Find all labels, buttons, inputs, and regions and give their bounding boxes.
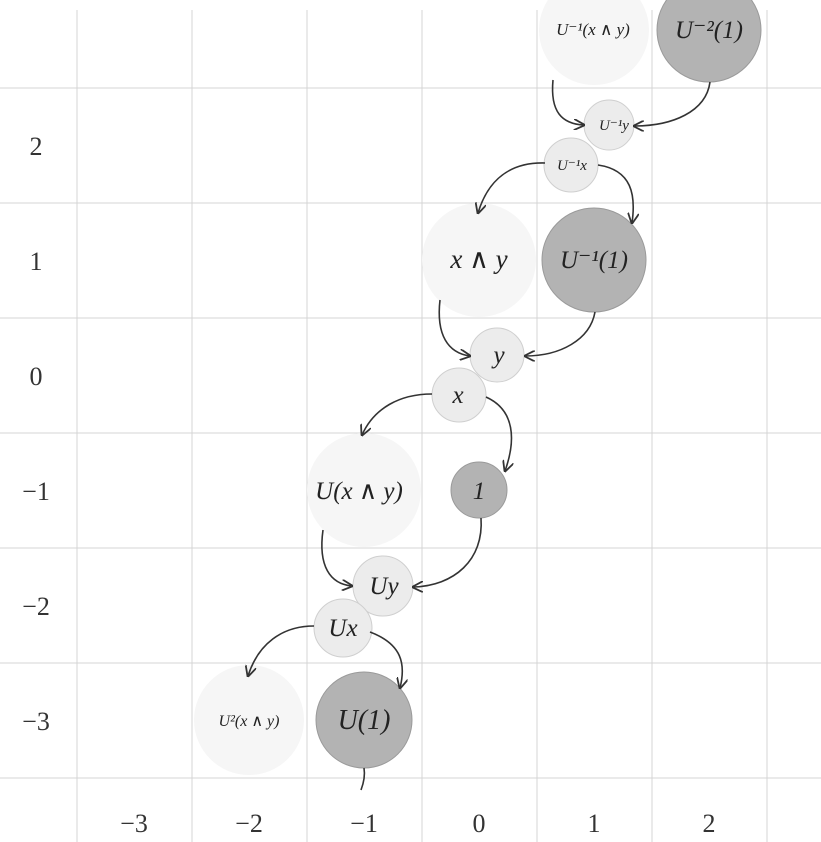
- arrow-u-inv2-1-to-u-inv-y: [634, 81, 711, 126]
- x-axis-label: −2: [235, 809, 263, 838]
- node-x-and-y: [422, 203, 536, 317]
- node-label: Uy: [369, 573, 399, 600]
- x-axis-label: −1: [350, 809, 378, 838]
- x-axis-label: 0: [473, 809, 486, 838]
- node-label: U²(x ∧ y): [219, 713, 280, 730]
- arrow-u-inv-x-to-u-inv-1: [597, 164, 633, 223]
- node-u-inv2-1: [656, 0, 762, 83]
- node-label: U⁻¹(1): [560, 247, 628, 274]
- arrow-u-inv-x-to-x-and-y: [478, 162, 546, 213]
- y-axis-label: 1: [30, 247, 43, 276]
- arrow-u-1-continuation: [360, 767, 366, 791]
- arrow-ux-to-u2-x-and-y: [248, 625, 315, 676]
- grid: [0, 10, 821, 842]
- arrow-ux-to-u-1: [369, 631, 402, 688]
- node-labels: U⁻¹(x ∧ y) U⁻²(1) U⁻¹y U⁻¹x x ∧ y U⁻¹(1)…: [219, 17, 743, 736]
- node-label: 1: [473, 478, 486, 505]
- node-label: x: [451, 382, 463, 409]
- y-axis-label: −2: [22, 592, 50, 621]
- arrow-x-to-one: [485, 396, 511, 471]
- node-label: U⁻¹x: [557, 158, 587, 174]
- arrow-x-to-u-x-and-y: [362, 393, 433, 435]
- node-u-inv-x-and-y: [539, 0, 649, 85]
- x-axis-label: 1: [588, 809, 601, 838]
- arrows: [248, 79, 711, 791]
- y-axis-labels: 2 1 0 −1 −2 −3: [22, 132, 50, 736]
- node-ux: [313, 598, 373, 658]
- node-label: U⁻¹(x ∧ y): [556, 20, 630, 39]
- node-label: y: [490, 342, 505, 369]
- node-u-inv-1: [541, 207, 647, 313]
- y-axis-label: 2: [30, 132, 43, 161]
- node-label: x ∧ y: [449, 244, 507, 274]
- arrow-u-x-and-y-to-uy: [321, 529, 352, 586]
- arrow-one-to-uy: [413, 517, 482, 587]
- node-u-x-and-y: [307, 433, 421, 547]
- node-one: [450, 461, 508, 519]
- y-axis-label: −1: [22, 477, 50, 506]
- x-axis-label: −3: [120, 809, 148, 838]
- node-label: U(1): [338, 705, 391, 736]
- node-x: [431, 367, 487, 423]
- arrow-u-inv-1-to-y: [525, 311, 596, 356]
- node-label: U(x ∧ y): [315, 478, 403, 505]
- x-axis-labels: −3 −2 −1 0 1 2: [120, 809, 715, 838]
- node-label: Ux: [328, 615, 357, 642]
- arrow-x-and-y-to-y: [438, 299, 470, 356]
- node-label: U⁻¹y: [599, 118, 629, 134]
- node-label: U⁻²(1): [675, 17, 743, 44]
- node-u2-x-and-y: [194, 665, 304, 775]
- arrow-u-inv-x-and-y-to-u-inv-y: [551, 79, 584, 125]
- node-circles: [194, 0, 762, 775]
- y-axis-label: 0: [30, 362, 43, 391]
- x-axis-label: 2: [703, 809, 716, 838]
- y-axis-label: −3: [22, 707, 50, 736]
